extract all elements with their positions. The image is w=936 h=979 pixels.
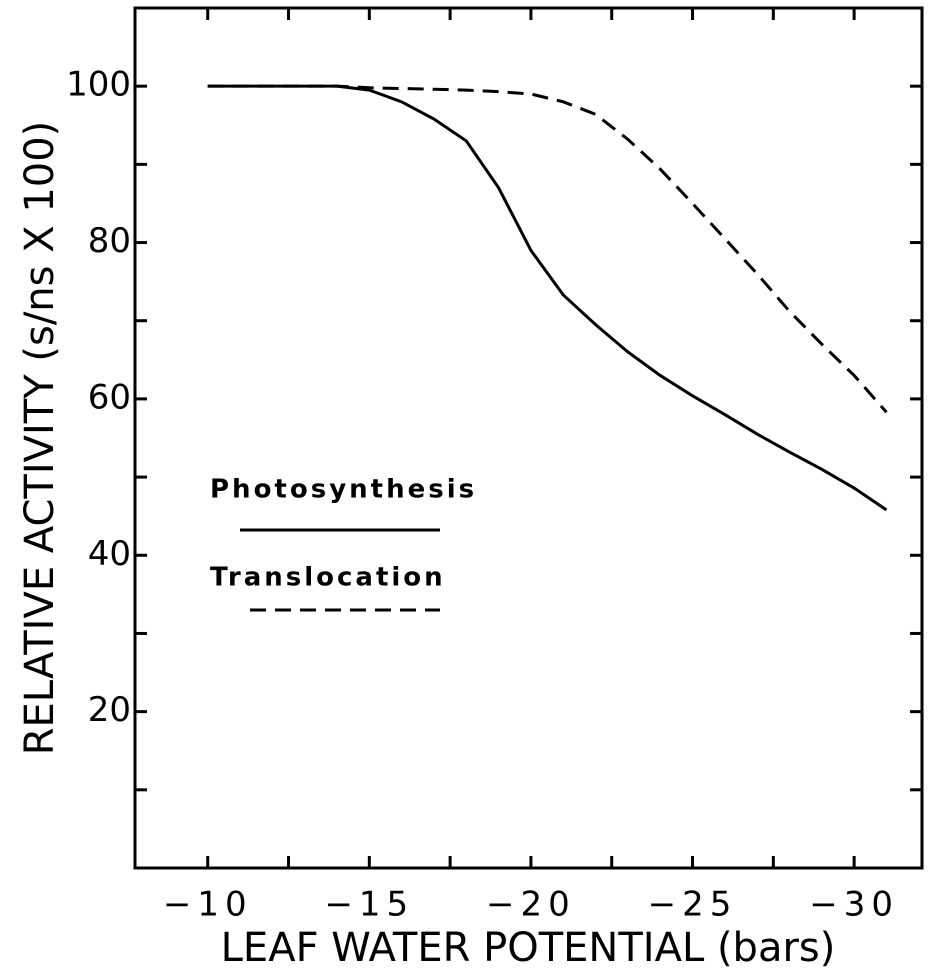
legend-label: Photosynthesis [210, 475, 477, 505]
x-axis-label: LEAF WATER POTENTIAL (bars) [221, 925, 836, 971]
x-tick-label: −15 [324, 885, 414, 925]
x-tick-label: −25 [648, 885, 738, 925]
data-line [207, 84, 888, 414]
legend-label: Translocation [210, 563, 446, 593]
y-tick-label: 20 [88, 690, 131, 730]
data-line [207, 84, 888, 512]
y-tick-label: 40 [88, 534, 131, 574]
plot-frame [133, 6, 924, 870]
y-tick-label: 80 [88, 221, 131, 261]
y-axis-label: RELATIVE ACTIVITY (s/ns X 100) [17, 121, 63, 756]
x-tick-label: −30 [809, 885, 899, 925]
y-tick-label: 100 [66, 65, 131, 105]
x-tick-label: −10 [163, 885, 253, 925]
y-tick-label: 60 [88, 377, 131, 417]
x-tick-label: −20 [486, 885, 576, 925]
